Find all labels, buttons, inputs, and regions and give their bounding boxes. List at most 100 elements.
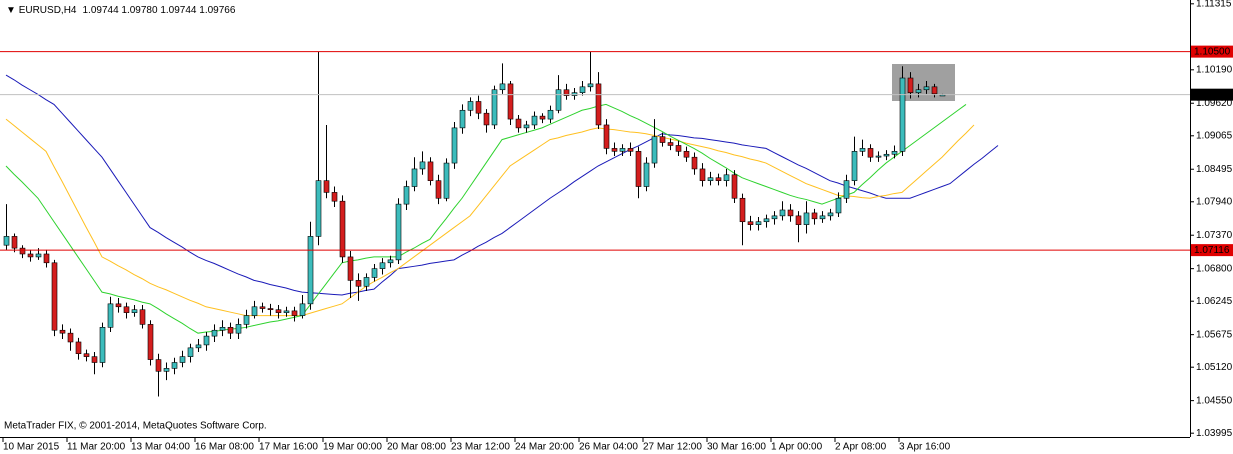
current-price-label-box (1191, 88, 1233, 101)
candle-body (667, 142, 674, 146)
level-label: 1.07116 (1194, 245, 1230, 256)
moving-average (5, 74, 999, 296)
candle-body (411, 168, 418, 187)
candle-body (699, 168, 706, 181)
candle-body (771, 215, 778, 220)
candle-body (899, 77, 906, 152)
candle-body (91, 356, 98, 363)
candle-body (555, 89, 562, 111)
candle-body (51, 262, 58, 331)
candle-body (403, 186, 410, 205)
level-label-box (1191, 244, 1233, 257)
x-tick-label: 2 Apr 08:00 (835, 442, 887, 453)
candle-body (59, 329, 66, 334)
candle-body (19, 247, 26, 255)
candle-body (315, 180, 322, 237)
candle-body (435, 180, 442, 199)
candle-body (683, 151, 690, 158)
candle-body (83, 353, 90, 357)
candle-body (363, 277, 370, 287)
candle-body (931, 86, 938, 95)
candle-body (891, 151, 898, 155)
candle-body (75, 341, 82, 355)
candle-body (731, 174, 738, 199)
x-tick-label: 17 Mar 16:00 (259, 442, 318, 453)
candle-body (651, 136, 658, 164)
candle-body (587, 83, 594, 88)
candle-body (739, 197, 746, 223)
candle-body (227, 327, 234, 334)
candle-body (179, 356, 186, 363)
candle-body (619, 148, 626, 152)
candle-body (819, 215, 826, 220)
y-tick-label: 1.04550 (1196, 395, 1233, 406)
candle-body (499, 83, 506, 91)
x-tick-label: 30 Mar 16:00 (707, 442, 766, 453)
candle-body (267, 308, 274, 311)
candle-body (531, 115, 538, 126)
y-tick-label: 1.11315 (1196, 0, 1232, 9)
candle-body (675, 145, 682, 152)
candle-body (219, 327, 226, 331)
candle-body (43, 253, 50, 264)
candle-body (883, 153, 890, 157)
candle-body (467, 101, 474, 111)
candle-body (195, 344, 202, 349)
x-tick-label: 1 Apr 00:00 (771, 442, 823, 453)
candle-body (803, 212, 810, 225)
candle-body (139, 309, 146, 325)
candle-body (627, 148, 634, 152)
candle-body (907, 77, 914, 93)
current-price-label: 1.09766 (1194, 89, 1231, 100)
candle-body (875, 155, 882, 158)
candle-body (659, 136, 666, 143)
candle-body (595, 83, 602, 126)
x-tick-label: 19 Mar 00:00 (323, 442, 382, 453)
moving-average (5, 103, 967, 334)
candle-body (747, 221, 754, 225)
candle-body (243, 315, 250, 325)
candle-body (339, 200, 346, 258)
x-tick-label: 11 Mar 20:00 (67, 442, 126, 453)
y-tick-label: 1.05120 (1196, 362, 1233, 373)
candle-body (379, 262, 386, 269)
candle-body (835, 197, 842, 214)
x-tick-label: 10 Mar 2015 (3, 442, 60, 453)
candle-body (67, 332, 74, 343)
candle-body (147, 324, 154, 360)
candle-body (571, 92, 578, 96)
candle-body (107, 303, 114, 328)
candle-body (515, 118, 522, 129)
y-tick-label: 1.09065 (1196, 130, 1233, 141)
candle-body (715, 177, 722, 181)
x-tick-label: 13 Mar 04:00 (131, 442, 190, 453)
moving-average (5, 118, 975, 317)
x-tick-label: 24 Mar 20:00 (515, 442, 574, 453)
level-label: 1.10500 (1194, 46, 1231, 57)
candle-body (347, 256, 354, 281)
candle-body (507, 83, 514, 120)
candle-body (171, 362, 178, 369)
candle-body (691, 156, 698, 170)
candle-body (523, 124, 530, 129)
candle-body (563, 89, 570, 96)
candle-body (3, 236, 10, 246)
x-tick-label: 26 Mar 04:00 (579, 442, 638, 453)
level-label-box (1191, 45, 1233, 58)
candle-body (11, 236, 18, 249)
candle-body (259, 306, 266, 309)
candle-body (827, 212, 834, 217)
chart-subtitle: 1.09744 1.09780 1.09744 1.09766 (82, 5, 235, 16)
y-tick-label: 1.09620 (1196, 98, 1233, 109)
candle-body (635, 151, 642, 187)
candle-body (275, 309, 282, 313)
candle-body (99, 327, 106, 363)
candle-body (251, 306, 258, 316)
candle-body (603, 124, 610, 149)
candle-body (203, 335, 210, 346)
candle-body (723, 174, 730, 181)
x-tick-label: 16 Mar 08:00 (195, 442, 254, 453)
candle-body (475, 101, 482, 114)
